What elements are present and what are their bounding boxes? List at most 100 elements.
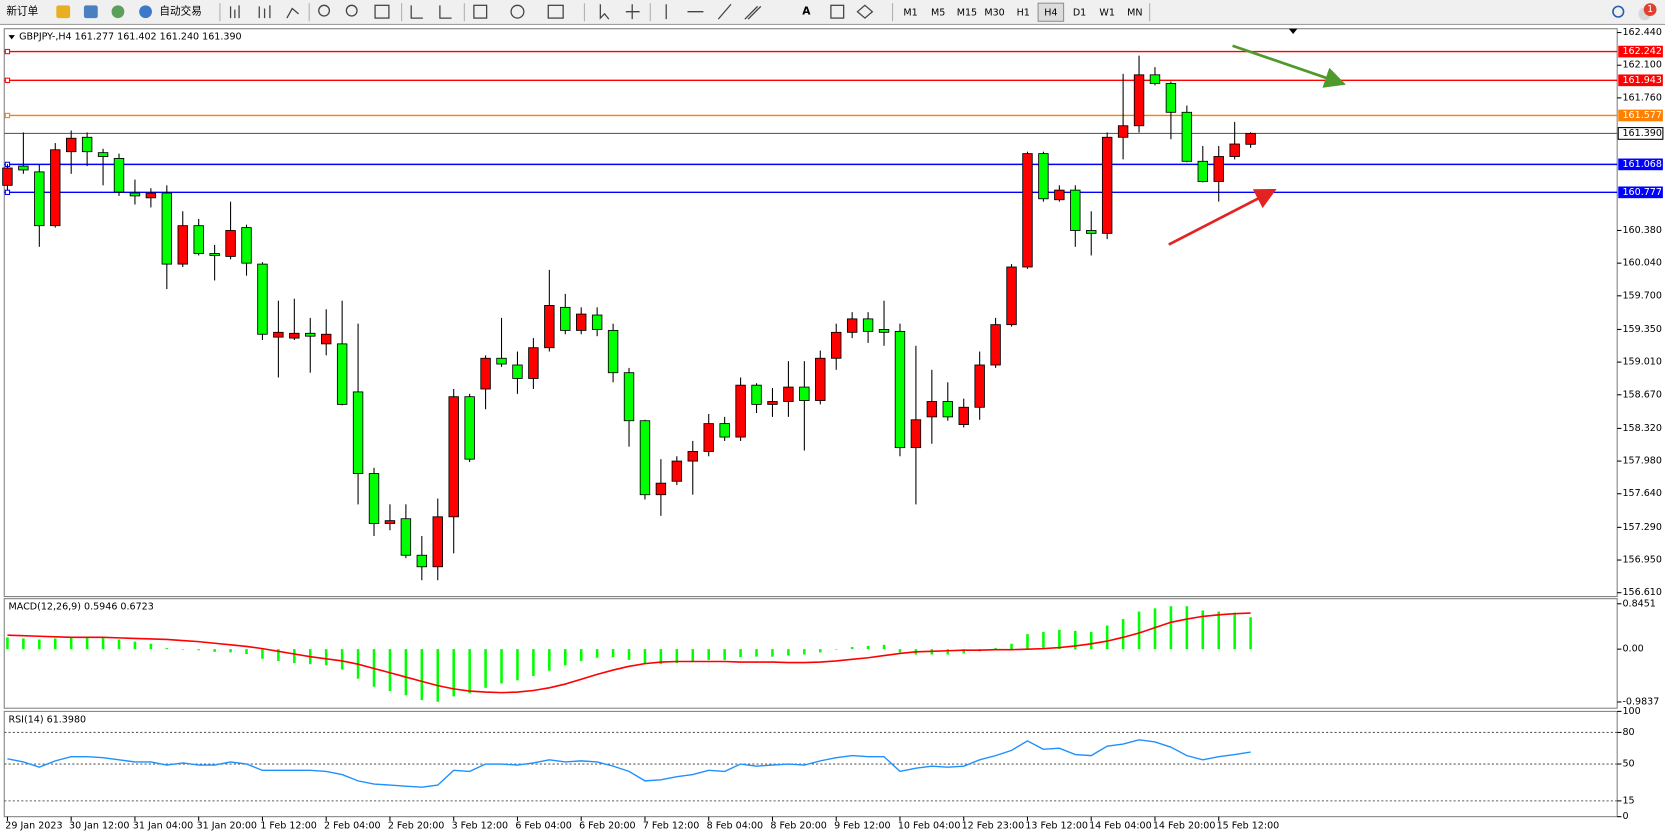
macd-bar — [691, 649, 695, 663]
candle-body — [846, 318, 858, 333]
candle-body — [193, 225, 204, 254]
trend-arrow-up[interactable] — [1168, 188, 1277, 246]
candle-body — [416, 554, 428, 568]
macd-bar — [994, 648, 997, 650]
macd-bar — [723, 649, 726, 660]
candle-body — [177, 225, 188, 265]
search-icon[interactable] — [1612, 5, 1625, 18]
macd-bar — [181, 649, 185, 650]
macd-bar — [340, 649, 344, 670]
x-tick-label: 2 Feb 04:00 — [324, 821, 381, 832]
macd-bar — [1185, 606, 1189, 650]
icon[interactable] — [56, 5, 71, 19]
macd-bar — [787, 649, 790, 656]
new-order-button[interactable]: 新订单 — [6, 5, 38, 18]
chart-shift-marker[interactable] — [1288, 28, 1298, 35]
x-tick-label: 3 Feb 12:00 — [452, 821, 509, 832]
candle-body — [783, 386, 794, 402]
x-tick-label: 14 Feb 20:00 — [1153, 821, 1216, 832]
y-tick-label: 159.010 — [1622, 357, 1661, 368]
timeframe-button[interactable]: W1 — [1099, 7, 1115, 18]
y-tick-label: 100 — [1622, 706, 1640, 717]
candle-body — [352, 391, 364, 474]
candle-body — [1181, 111, 1193, 162]
candle-body — [687, 451, 698, 462]
macd-bar — [1169, 606, 1173, 650]
macd-bar — [643, 649, 647, 665]
level-label-box — [1618, 74, 1663, 87]
candle-body — [942, 401, 953, 418]
macd-bar — [962, 649, 965, 654]
timeframe-button[interactable]: M15 — [957, 7, 977, 18]
candle-body — [512, 364, 523, 379]
y-tick-label: -0.9837 — [1622, 696, 1659, 707]
macd-bar — [819, 649, 822, 653]
candle-body — [320, 333, 332, 345]
candle-body — [448, 396, 459, 518]
macd-bar — [1249, 617, 1252, 650]
candle-body — [591, 314, 603, 330]
timeframe-button[interactable]: H4 — [1044, 7, 1057, 18]
candle-body — [1213, 156, 1224, 182]
macd-bar — [38, 639, 41, 650]
tool-icons[interactable] — [229, 3, 874, 20]
macd-bar — [627, 649, 631, 660]
timeframe-button[interactable]: M5 — [931, 7, 945, 18]
timeframe-button[interactable]: D1 — [1073, 7, 1086, 18]
panel-frames — [3, 28, 1618, 818]
level-handle[interactable] — [4, 48, 11, 55]
candle-body — [831, 331, 842, 359]
timeframe-button[interactable]: H1 — [1017, 7, 1030, 18]
auto-trading-button[interactable]: 自动交易 — [159, 5, 201, 18]
macd-bar — [500, 649, 503, 684]
candle-body — [655, 482, 667, 496]
x-tick-label: 8 Feb 20:00 — [770, 821, 827, 832]
text-tool[interactable]: A — [802, 5, 811, 18]
level-label-box — [1618, 158, 1663, 171]
chart-window — [0, 25, 1665, 839]
x-tick-label: 6 Feb 04:00 — [515, 821, 572, 832]
x-tick-label: 30 Jan 12:00 — [69, 821, 129, 832]
macd-bar — [946, 649, 950, 655]
candle-body — [751, 384, 762, 405]
level-label: 160.777 — [1622, 187, 1661, 198]
macd-bar — [1058, 629, 1061, 650]
y-tick-label: 162.100 — [1622, 60, 1661, 71]
level-handle[interactable] — [4, 77, 11, 83]
macd-bar — [213, 649, 216, 652]
candle-body — [990, 324, 1001, 366]
y-tick-label: 50 — [1622, 759, 1634, 770]
x-tick-label: 31 Jan 04:00 — [133, 821, 193, 832]
candle-body — [862, 318, 874, 332]
x-tick-label: 13 Feb 12:00 — [1025, 821, 1088, 832]
timeframe-button[interactable]: M1 — [903, 7, 917, 18]
level-handle[interactable] — [4, 112, 11, 119]
macd-bar — [850, 646, 854, 650]
trend-arrow-down[interactable] — [1232, 44, 1346, 88]
level-handle[interactable] — [4, 189, 11, 195]
candle-body — [273, 331, 284, 338]
macd-bar — [1121, 619, 1125, 650]
x-tick-label: 2 Feb 20:00 — [388, 821, 445, 832]
header-dropdown[interactable] — [8, 35, 15, 40]
macd-bar — [261, 649, 264, 659]
candle-body — [623, 372, 635, 422]
icon[interactable] — [83, 5, 98, 19]
candle-body — [225, 230, 236, 257]
candle-body — [894, 330, 906, 449]
candle-body — [703, 423, 714, 452]
macd-signal-line — [7, 612, 1251, 694]
candle-body — [799, 386, 810, 401]
timeframe-button[interactable]: M30 — [984, 7, 1004, 18]
symbol-header: GBPJPY-,H4 161.277 161.402 161.240 161.3… — [19, 32, 241, 43]
y-tick-label: 15 — [1622, 795, 1634, 806]
icon[interactable] — [111, 5, 125, 19]
macd-bar — [755, 649, 758, 657]
macd-bar — [1089, 631, 1093, 650]
candle-body — [1229, 143, 1240, 157]
macd-bar — [229, 649, 232, 653]
timeframe-button[interactable]: MN — [1127, 7, 1142, 18]
auto-trading-icon[interactable] — [139, 5, 152, 19]
macd-bar — [659, 649, 663, 665]
